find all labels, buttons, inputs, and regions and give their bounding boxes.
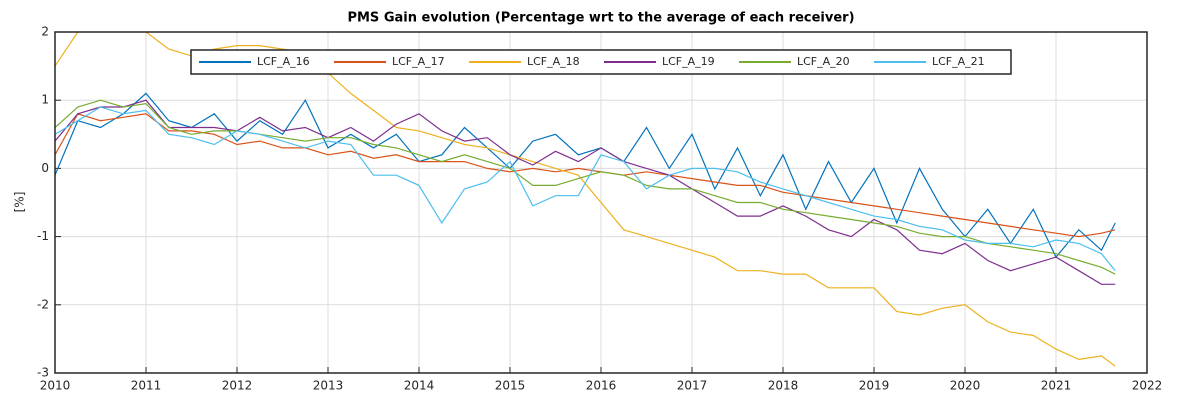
x-tick-label: 2022 bbox=[1132, 379, 1163, 393]
y-tick-label: -2 bbox=[37, 297, 49, 311]
series-line bbox=[55, 32, 1116, 367]
x-tick-label: 2015 bbox=[495, 379, 526, 393]
legend-label: LCF_A_17 bbox=[392, 55, 445, 68]
x-tick-label: 2013 bbox=[313, 379, 344, 393]
plot-lines bbox=[55, 32, 1116, 367]
chart-title: PMS Gain evolution (Percentage wrt to th… bbox=[347, 11, 854, 26]
legend-label: LCF_A_21 bbox=[932, 55, 985, 68]
y-axis-label: [%] bbox=[13, 192, 27, 213]
y-tick-label: -3 bbox=[37, 366, 49, 380]
x-tick-label: 2018 bbox=[768, 379, 799, 393]
legend-label: LCF_A_20 bbox=[797, 55, 850, 68]
legend: LCF_A_16 LCF_A_17 LCF_A_18 LCF_A_19 LCF_A_20… bbox=[190, 49, 1012, 75]
x-tick-label: 2012 bbox=[222, 379, 253, 393]
x-tick-label: 2017 bbox=[677, 379, 708, 393]
y-tick-label: 2 bbox=[41, 25, 49, 39]
x-tick-label: 2019 bbox=[859, 379, 890, 393]
legend-label: LCF_A_18 bbox=[527, 55, 580, 68]
x-tick-label: 2011 bbox=[131, 379, 162, 393]
x-tick-label: 2020 bbox=[950, 379, 981, 393]
legend-label: LCF_A_16 bbox=[257, 55, 310, 68]
x-tick-label: 2016 bbox=[586, 379, 617, 393]
legend-label: LCF_A_19 bbox=[662, 55, 715, 68]
plot-frame bbox=[54, 31, 1148, 374]
series-line bbox=[55, 106, 1116, 272]
x-tick-label: 2021 bbox=[1041, 379, 1072, 393]
y-tick-label: 0 bbox=[41, 161, 49, 175]
y-tick-label: 1 bbox=[41, 93, 49, 107]
x-tick-label: 2010 bbox=[40, 379, 71, 393]
series-line bbox=[55, 113, 1116, 238]
x-tick-label: 2014 bbox=[404, 379, 435, 393]
series-line bbox=[55, 92, 1116, 259]
y-tick-label: -1 bbox=[37, 229, 49, 243]
